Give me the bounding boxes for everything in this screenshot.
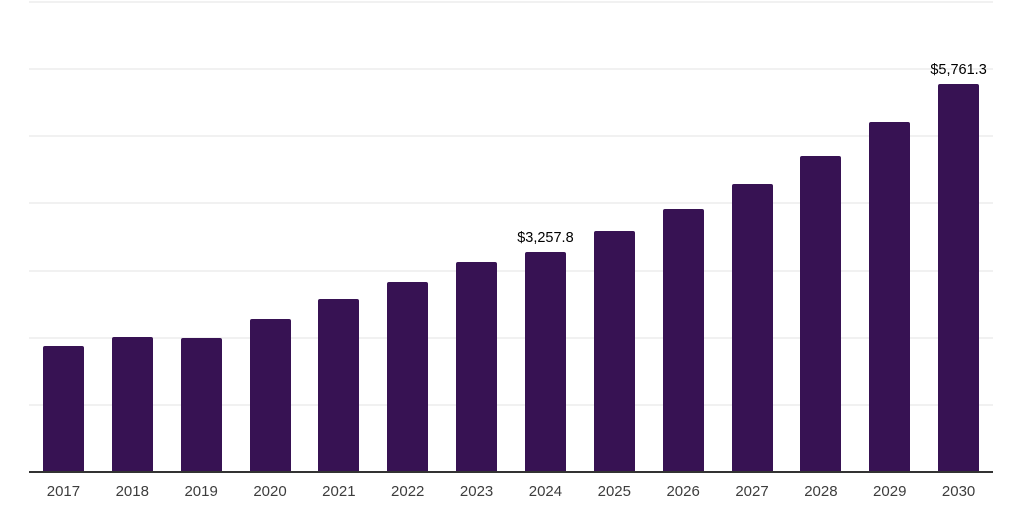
gridline-4000 [29,202,993,205]
x-axis-tick-labels: 2017 2018 2019 2020 2021 2022 2023 2024 2025 2026… [29,483,993,501]
bar-2029[interactable] [869,122,911,471]
x-tick-2021: 2021 [322,483,356,500]
gridline-7000 [29,1,993,3]
gridline-3000 [29,269,993,272]
x-tick-2026: 2026 [666,483,700,500]
gridline-5000 [29,135,993,138]
bar-2020[interactable] [249,318,291,471]
x-axis-line [29,471,993,473]
gridline-6000 [29,68,993,71]
x-tick-2023: 2023 [459,483,494,500]
bar-2017[interactable] [42,345,84,471]
x-tick-2025: 2025 [597,483,631,500]
x-tick-2029: 2029 [873,483,907,500]
bar-2019[interactable] [180,337,222,471]
gridline-2000 [29,336,993,339]
bar-2028[interactable] [800,156,842,471]
x-tick-2018: 2018 [115,483,149,500]
x-tick-2030: 2030 [941,483,976,500]
x-tick-2019: 2019 [184,483,218,500]
data-label-2024: $3,257.8 [517,230,574,247]
bar-2022[interactable] [387,282,429,471]
bar-2025[interactable] [593,230,635,471]
bar-2021[interactable] [318,298,360,471]
x-tick-2027: 2027 [735,483,769,500]
x-tick-2028: 2028 [804,483,838,500]
x-tick-2017: 2017 [46,483,81,500]
x-tick-2022: 2022 [391,483,425,500]
gridline-1000 [29,403,993,406]
bar-2026[interactable] [662,208,704,471]
x-tick-2020: 2020 [253,483,287,500]
x-tick-2024: 2024 [528,483,563,500]
bar-2024[interactable] [524,252,566,471]
bar-2018[interactable] [111,336,153,471]
bar-2023[interactable] [456,262,498,471]
plot-area: $3,257.8 $5,761.3 [29,0,993,473]
data-label-2030: $5,761.3 [930,62,987,79]
bar-2030[interactable] [938,84,980,471]
bar-2027[interactable] [731,184,773,471]
